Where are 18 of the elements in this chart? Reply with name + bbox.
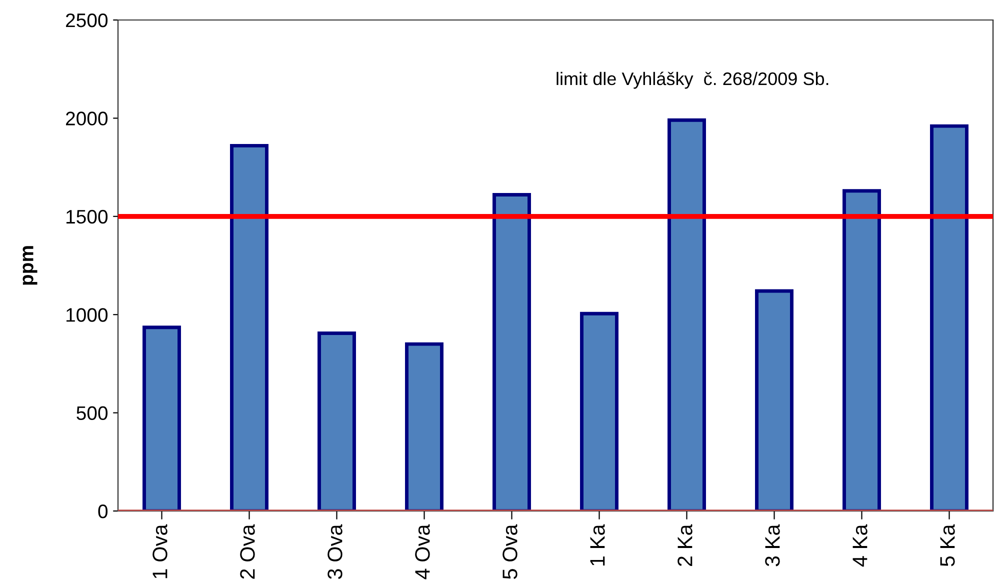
annotation: limit dle Vyhlášky č. 268/2009 Sb.	[556, 72, 828, 89]
x-tick-label: 1 Ova	[152, 524, 168, 578]
x-tick-label: 1 Ka	[590, 524, 605, 566]
y-tick-label: 2000	[66, 112, 108, 126]
x-tick-label: 3 Ova	[328, 524, 342, 579]
y-tick-label: 2500	[66, 13, 108, 28]
y-tick-label: 1500	[66, 210, 108, 224]
x-tick-label: 5 Ova	[502, 524, 518, 579]
x-tick-label: 2 Ova	[240, 524, 255, 579]
y-tick-label: 500	[76, 406, 108, 420]
x-tick-label: 5 Ka	[940, 524, 955, 566]
y-tick-label: 0	[98, 504, 108, 518]
x-tick-label: 4 Ka	[852, 524, 868, 567]
x-tick-label: 2 Ka	[678, 524, 692, 566]
y-axis-title: ppm	[22, 246, 38, 285]
x-tick-label: 4 Ova	[415, 524, 430, 580]
y-tick-label: 1000	[66, 308, 108, 322]
x-tick-label: 3 Ka	[765, 524, 780, 566]
